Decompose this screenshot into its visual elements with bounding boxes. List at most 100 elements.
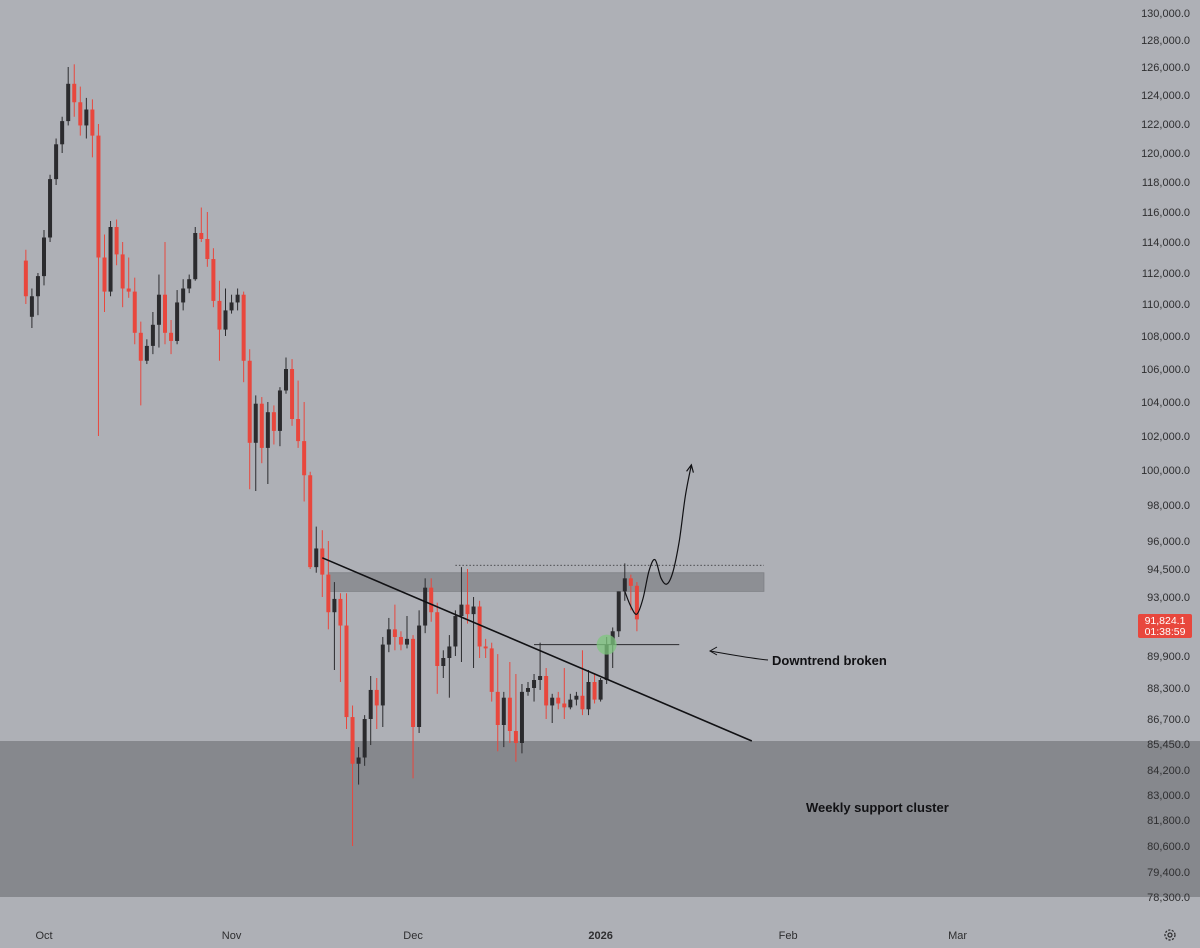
candle-body: [48, 179, 53, 238]
downtrend-broken-label: Downtrend broken: [772, 653, 887, 668]
y-tick-label: 96,000.0: [1147, 536, 1190, 548]
candle: [96, 124, 101, 436]
support-zone: [0, 741, 1200, 897]
candle: [314, 526, 319, 573]
candle-body: [544, 676, 549, 706]
candle: [235, 288, 240, 311]
candle-body: [513, 731, 518, 743]
candle: [374, 678, 379, 729]
candle-body: [259, 403, 264, 448]
y-axis[interactable]: 130,000.0 128,000.0 126,000.0 124,000.0 122,…: [1141, 8, 1190, 904]
candle: [320, 530, 325, 597]
candle: [29, 288, 34, 328]
candle: [72, 64, 77, 117]
candle-body: [634, 585, 639, 620]
candle-body: [483, 646, 488, 649]
candle: [441, 650, 446, 678]
candle: [217, 280, 222, 361]
gear-icon-outer: [1164, 929, 1176, 941]
candle: [556, 691, 561, 710]
candle-body: [108, 227, 113, 292]
y-tick-label: 86,700.0: [1147, 714, 1190, 726]
candle-body: [417, 625, 422, 727]
candle: [459, 567, 464, 662]
candle: [634, 582, 639, 632]
candle: [126, 257, 131, 298]
candle-body: [592, 682, 597, 700]
x-axis[interactable]: Oct Nov Dec 2026 Feb Mar: [35, 930, 967, 942]
candle: [447, 635, 452, 698]
candle-body: [102, 257, 107, 292]
candle-body: [29, 296, 34, 317]
candle-body: [471, 606, 476, 615]
y-tick-label: 85,450.0: [1147, 739, 1190, 751]
candle-body: [175, 302, 180, 341]
y-tick-label: 114,000.0: [1142, 237, 1190, 249]
candle: [102, 234, 107, 312]
candle-body: [568, 699, 573, 708]
candle-body: [429, 587, 434, 613]
candle-body: [229, 302, 234, 311]
candle-body: [66, 83, 71, 122]
candle: [265, 402, 270, 484]
candle-body: [60, 121, 65, 145]
candle: [223, 288, 228, 336]
candle: [253, 395, 258, 491]
candle: [356, 747, 361, 785]
y-tick-label: 94,500.0: [1147, 564, 1190, 576]
candle: [532, 674, 537, 702]
candle-body: [114, 227, 119, 255]
candle: [562, 668, 567, 719]
y-tick-label: 78,300.0: [1147, 892, 1190, 904]
candle-body: [78, 102, 83, 126]
candle: [489, 642, 494, 702]
candle-body: [84, 109, 89, 126]
candle: [398, 631, 403, 651]
y-tick-label: 116,000.0: [1142, 207, 1190, 219]
y-tick-label: 110,000.0: [1142, 299, 1190, 311]
candle-body: [495, 691, 500, 725]
candle-body: [453, 616, 458, 647]
candle-body: [187, 279, 192, 289]
y-tick-label: 80,600.0: [1147, 841, 1190, 853]
price-badge-bg: [1138, 614, 1192, 638]
candle-body: [374, 689, 379, 706]
y-tick-label: 106,000.0: [1141, 364, 1190, 376]
candle-body: [447, 646, 452, 658]
candle-body: [126, 288, 131, 292]
candle-body: [205, 239, 210, 260]
candle: [332, 582, 337, 670]
y-tick-label: 130,000.0: [1141, 8, 1190, 20]
candle: [114, 219, 119, 266]
candle-body: [392, 629, 397, 637]
candle: [48, 174, 53, 242]
candle: [247, 349, 252, 490]
candle: [120, 242, 125, 308]
candle-body: [223, 310, 228, 330]
candle: [519, 684, 524, 754]
candle-body: [296, 419, 301, 442]
candle-body: [574, 695, 579, 700]
y-tick-label: 84,200.0: [1147, 765, 1190, 777]
candle: [175, 290, 180, 345]
y-tick-label: 108,000.0: [1141, 331, 1190, 343]
candle-body: [459, 604, 464, 617]
candle-body: [199, 233, 204, 239]
candle-body: [338, 598, 343, 626]
candles-layer: [23, 64, 639, 846]
candle: [429, 578, 434, 622]
candle-body: [550, 697, 555, 706]
candle: [187, 274, 192, 294]
candle-body: [54, 144, 59, 180]
candle: [66, 67, 71, 126]
candle-body: [120, 254, 125, 289]
y-tick-label: 128,000.0: [1141, 35, 1190, 47]
candle-body: [314, 548, 319, 568]
candle: [544, 668, 549, 719]
candle-body: [247, 360, 252, 443]
gear-icon[interactable]: [1164, 929, 1176, 941]
candle-body: [290, 369, 295, 419]
candle: [229, 294, 234, 314]
